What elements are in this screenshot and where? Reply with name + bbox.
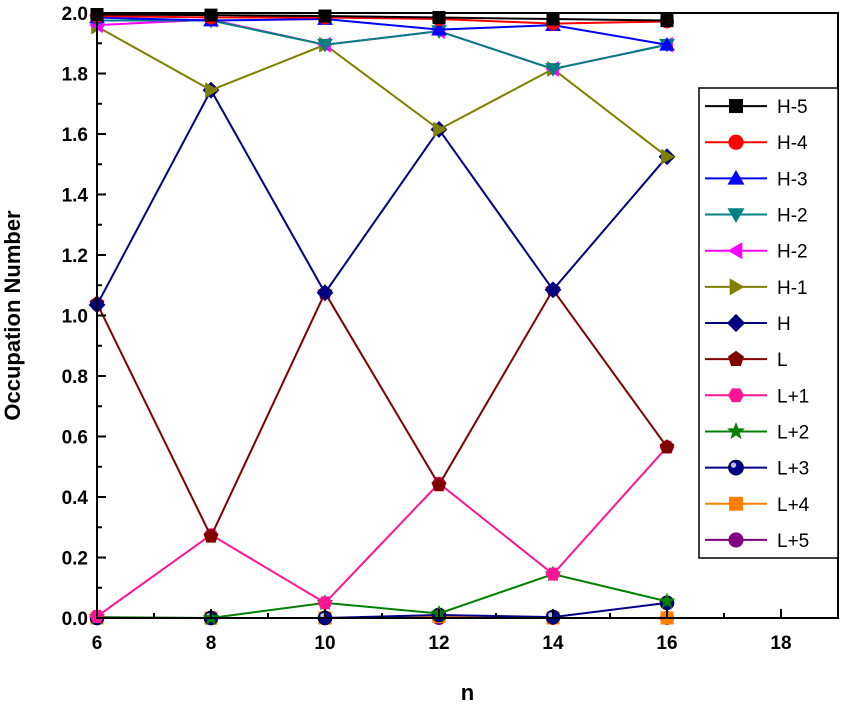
legend-label: H-1	[777, 278, 808, 299]
series-line	[96, 573, 668, 620]
x-tick-label: 10	[314, 633, 335, 654]
legend-item: L+5	[705, 531, 809, 552]
legend-item: L+1	[705, 386, 809, 407]
legend-item: H-3	[705, 169, 808, 190]
series-line	[96, 287, 668, 539]
data-point	[205, 82, 219, 99]
y-tick-label: 2.0	[62, 4, 88, 25]
data-point	[433, 121, 447, 138]
legend-label: H-2	[777, 206, 808, 227]
y-tick-label: 0.2	[62, 549, 88, 570]
legend-item: L+2	[705, 422, 809, 443]
data-point	[546, 12, 560, 26]
legend-item: L+3	[705, 459, 809, 480]
legend-marker	[728, 459, 744, 476]
data-point	[544, 281, 562, 299]
x-tick-label: 6	[92, 633, 103, 654]
data-point	[658, 592, 676, 609]
series-line	[96, 18, 668, 70]
legend-marker	[729, 99, 743, 114]
data-point	[317, 38, 333, 53]
series-line	[96, 13, 668, 22]
y-tick-label: 1.0	[62, 307, 88, 328]
legend-marker	[727, 242, 743, 260]
legend-item: H-1	[705, 278, 808, 299]
data-point	[659, 36, 675, 51]
data-point	[318, 9, 332, 23]
data-point	[431, 21, 447, 36]
y-tick-label: 0.4	[62, 488, 89, 509]
y-tick-label: 1.2	[62, 246, 88, 267]
x-axis-title: n	[461, 680, 474, 705]
series-6	[91, 18, 675, 165]
legend-label: L+3	[777, 459, 809, 480]
y-tick-label: 0.6	[62, 428, 88, 449]
legend-marker	[726, 313, 746, 333]
x-tick-label: 12	[428, 633, 449, 654]
legend-label: H	[777, 314, 791, 335]
legend-item: L	[705, 350, 788, 371]
legend-label: L+2	[777, 422, 809, 443]
series-line	[97, 19, 668, 70]
data-point	[661, 148, 675, 165]
x-tick-label: 18	[770, 633, 791, 654]
y-tick-label: 1.6	[62, 125, 88, 146]
data-point	[317, 596, 333, 610]
legend-label: L+5	[777, 531, 809, 552]
series-11	[89, 595, 675, 626]
y-tick-label: 0.8	[62, 367, 88, 388]
series-line	[96, 88, 668, 306]
series-line	[96, 16, 668, 46]
legend-item: L+4	[705, 495, 810, 516]
legend-item: H-4	[705, 133, 808, 154]
legend-marker	[727, 388, 745, 403]
legend-item: H-5	[705, 97, 808, 118]
series-layer	[88, 8, 676, 626]
legend-marker	[729, 278, 745, 296]
y-tick-label: 1.4	[62, 186, 89, 207]
legend-item: H	[705, 313, 791, 335]
series-8	[89, 281, 675, 543]
legend-label: H-2	[777, 242, 808, 263]
series-line	[96, 15, 668, 25]
legend-marker	[727, 422, 745, 440]
x-tick-label: 8	[206, 633, 217, 654]
legend: H-5 H-4 H-3 H-2 H-2 H-1 HL L+1 L+2 L+3 L+4 L+5	[698, 87, 839, 559]
legend-marker	[728, 134, 744, 150]
legend-marker	[727, 169, 745, 185]
ticks-layer: 6 8 10 12 14 16 18 0.0 0.2 0.4 0.6 0.8 1.0 1.2 1.4 1.6 1…	[62, 4, 792, 654]
data-point	[660, 14, 674, 28]
series-7	[88, 81, 676, 314]
data-point	[204, 8, 218, 22]
legend-label: H-3	[777, 169, 808, 190]
series-line	[96, 25, 668, 158]
data-point	[431, 477, 447, 492]
x-tick-label: 16	[656, 633, 677, 654]
legend-item: H-2	[705, 206, 808, 227]
legend-marker	[729, 496, 743, 511]
y-tick-label: 1.8	[62, 65, 88, 86]
data-point	[432, 11, 446, 25]
data-point	[203, 528, 219, 543]
legend-item: H-2	[705, 242, 808, 263]
series-line	[96, 446, 668, 618]
data-point	[545, 567, 561, 581]
y-tick-label: 0.0	[62, 609, 88, 630]
legend-marker	[728, 532, 744, 548]
x-tick-label: 14	[542, 633, 564, 654]
series-1	[90, 8, 674, 28]
legend-marker	[728, 350, 744, 366]
y-axis-title: Occupation Number	[0, 210, 25, 421]
data-point	[659, 439, 675, 454]
data-point	[316, 284, 334, 302]
legend-marker	[727, 208, 745, 223]
legend-label: H-5	[777, 97, 808, 118]
legend-label: L	[777, 350, 788, 371]
legend-label: H-4	[777, 133, 808, 154]
legend-label: L+4	[777, 495, 810, 516]
legend-label: L+1	[777, 386, 809, 407]
data-point	[545, 63, 561, 77]
